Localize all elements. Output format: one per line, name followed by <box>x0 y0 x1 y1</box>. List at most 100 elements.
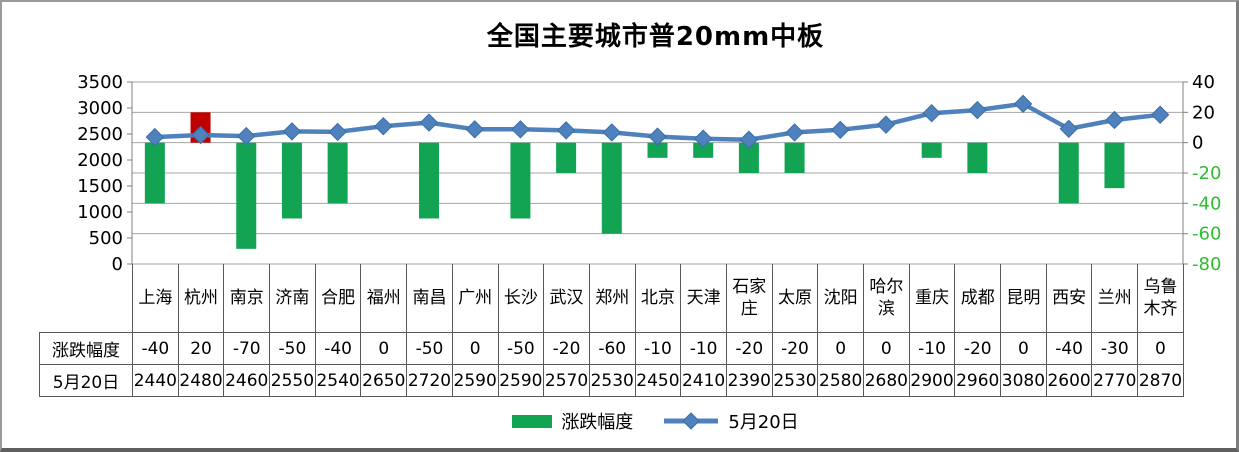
marker-diamond-icon <box>237 126 256 146</box>
city-label: 西安 <box>1045 264 1093 333</box>
table-cell: -70 <box>223 332 271 365</box>
city-label: 南昌 <box>406 264 453 333</box>
table-cell: -60 <box>588 332 636 365</box>
city-label: 南京 <box>223 264 271 333</box>
table-cell: -10 <box>908 332 956 365</box>
marker-diamond-icon <box>282 122 302 141</box>
left-axis-tick-label: 500 <box>89 228 123 249</box>
city-label: 兰州 <box>1091 264 1139 333</box>
bar <box>327 142 348 204</box>
marker-diamond-icon <box>191 125 210 145</box>
table-cell: -40 <box>132 332 179 365</box>
marker-diamond-icon <box>145 127 165 147</box>
left-axis-tick-label: 2000 <box>77 150 123 171</box>
legend-item-bar: 涨跌幅度 <box>512 408 633 434</box>
table-cell: -50 <box>269 332 316 365</box>
marker-diamond-icon <box>968 100 987 120</box>
marker-diamond-icon <box>693 129 713 148</box>
city-label: 长沙 <box>497 264 545 333</box>
city-label: 沈阳 <box>817 264 864 333</box>
city-label: 上海 <box>132 264 179 333</box>
table-cell: 2650 <box>360 364 408 397</box>
city-label: 天津 <box>680 264 727 333</box>
marker-diamond-icon <box>922 103 941 123</box>
bar <box>647 142 668 158</box>
table-cell: 2590 <box>451 364 499 397</box>
marker-diamond-icon <box>876 115 896 134</box>
row-header: 涨跌幅度 <box>39 332 133 365</box>
table-cell: 2770 <box>1091 364 1139 397</box>
table-cell: 2680 <box>863 364 910 397</box>
table-cell: 2960 <box>954 364 1002 397</box>
table-corner <box>40 264 133 333</box>
table-cell: 2600 <box>1045 364 1093 397</box>
table-cell: 2530 <box>771 364 819 397</box>
chart-title: 全国主要城市普20mm中板 <box>486 22 825 52</box>
marker-diamond-icon <box>419 113 439 132</box>
table-cell: 3080 <box>1000 364 1047 397</box>
marker-diamond-icon <box>1013 94 1033 114</box>
marker-diamond-icon <box>556 121 576 140</box>
table-cell: 2590 <box>497 364 545 397</box>
city-label: 广州 <box>451 264 499 333</box>
table-cell: 0 <box>863 332 910 365</box>
city-label: 重庆 <box>908 264 956 333</box>
marker-diamond-icon <box>739 130 759 149</box>
left-axis-tick-label: 1000 <box>77 202 123 223</box>
city-label: 合肥 <box>314 264 362 333</box>
table-cell: 2580 <box>817 364 864 397</box>
bar <box>1058 142 1079 204</box>
table-cell: 2550 <box>269 364 316 397</box>
table-cell: -50 <box>406 332 453 365</box>
bar <box>281 142 302 219</box>
table-cell: 0 <box>817 332 864 365</box>
table-cell: -50 <box>497 332 545 365</box>
table-cell: -40 <box>1045 332 1093 365</box>
table-row: 涨跌幅度 -40 20 -70 -50 -40 0 -50 0 -50 -20 -60 -10 -10 -2… <box>39 332 1184 365</box>
legend-item-line: 5月20日 <box>663 408 799 434</box>
left-axis-tick-label: 3000 <box>77 98 123 119</box>
city-label: 北京 <box>634 264 682 333</box>
table-cell: -20 <box>771 332 819 365</box>
table-cell: -20 <box>725 332 773 365</box>
city-label: 福州 <box>360 264 408 333</box>
table-cell: 2440 <box>132 364 179 397</box>
right-axis-tick-label: 20 <box>1192 102 1215 123</box>
left-axis-tick-label: 1500 <box>77 176 123 197</box>
bar <box>921 142 942 158</box>
marker-diamond-icon <box>1105 110 1124 130</box>
bar <box>236 142 257 249</box>
marker-diamond-icon <box>328 122 347 142</box>
city-label: 杭州 <box>177 264 225 333</box>
city-label: 昆明 <box>1000 264 1047 333</box>
table-cell: 2460 <box>223 364 271 397</box>
data-table: 上海 杭州 南京 济南 合肥 福州 南昌 广州 长沙 武汉 郑州 北京 天津 石家庄 太原 沈阳 哈尔滨 重庆 成都… <box>39 264 1184 397</box>
legend-bar-label: 涨跌幅度 <box>561 412 634 433</box>
bar <box>601 142 622 234</box>
city-label-row: 上海 杭州 南京 济南 合肥 福州 南昌 广州 长沙 武汉 郑州 北京 天津 石家庄 太原 沈阳 哈尔滨 重庆 成都… <box>40 264 1184 333</box>
marker-diamond-icon <box>374 116 393 136</box>
city-label: 哈尔滨 <box>863 264 910 333</box>
marker-diamond-icon <box>511 120 530 139</box>
table-cell: 2410 <box>680 364 727 397</box>
table-cell: 2720 <box>406 364 453 397</box>
bar <box>144 142 165 204</box>
bar <box>738 142 759 173</box>
legend: 涨跌幅度 5月20日 <box>130 403 1181 439</box>
table-cell: 2570 <box>543 364 590 397</box>
table-cell: -40 <box>314 332 362 365</box>
table-cell: 0 <box>1137 332 1184 365</box>
left-axis-tick-label: 0 <box>112 254 123 275</box>
row-header: 5月20日 <box>39 364 133 397</box>
city-label: 石家庄 <box>725 264 773 333</box>
bar <box>556 142 577 173</box>
right-axis-tick-label: -60 <box>1192 224 1221 245</box>
bar <box>967 142 988 173</box>
right-axis-tick-label: -20 <box>1192 163 1221 184</box>
table-cell: 0 <box>451 332 499 365</box>
marker-diamond-icon <box>1059 119 1078 139</box>
right-axis-tick-label: -80 <box>1192 254 1221 275</box>
table-cell: 2900 <box>908 364 956 397</box>
